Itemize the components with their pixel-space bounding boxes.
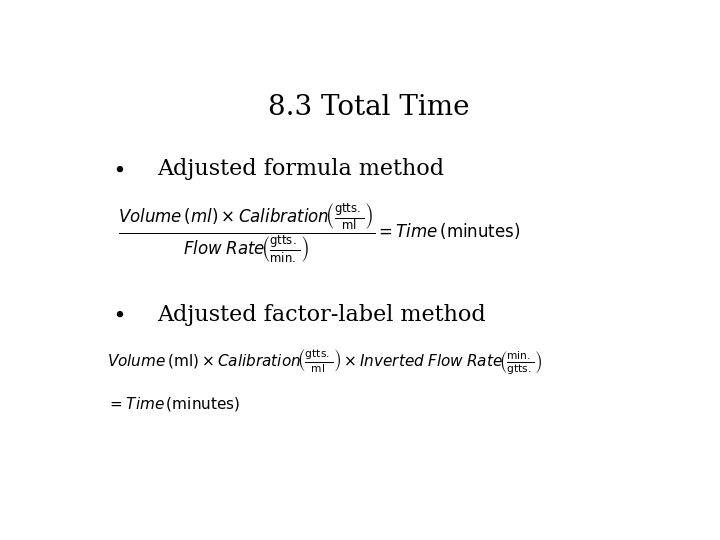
Text: $\mathit{Volume}\,(\mathrm{ml}) \times \mathit{Calibration}\!\left(\frac{\mathrm: $\mathit{Volume}\,(\mathrm{ml}) \times \… <box>107 347 542 377</box>
Text: Adjusted formula method: Adjusted formula method <box>157 158 444 180</box>
Text: $\bullet$: $\bullet$ <box>112 304 124 324</box>
Text: 8.3 Total Time: 8.3 Total Time <box>269 94 469 121</box>
Text: $= \mathit{Time}\,(\mathrm{minutes})$: $= \mathit{Time}\,(\mathrm{minutes})$ <box>107 395 240 413</box>
Text: $\dfrac{\mathit{Volume}\,(ml) \times \mathit{Calibration}\!\left(\frac{\mathrm{g: $\dfrac{\mathit{Volume}\,(ml) \times \ma… <box>118 201 521 265</box>
Text: Adjusted factor-label method: Adjusted factor-label method <box>157 304 486 326</box>
Text: $\bullet$: $\bullet$ <box>112 158 124 178</box>
